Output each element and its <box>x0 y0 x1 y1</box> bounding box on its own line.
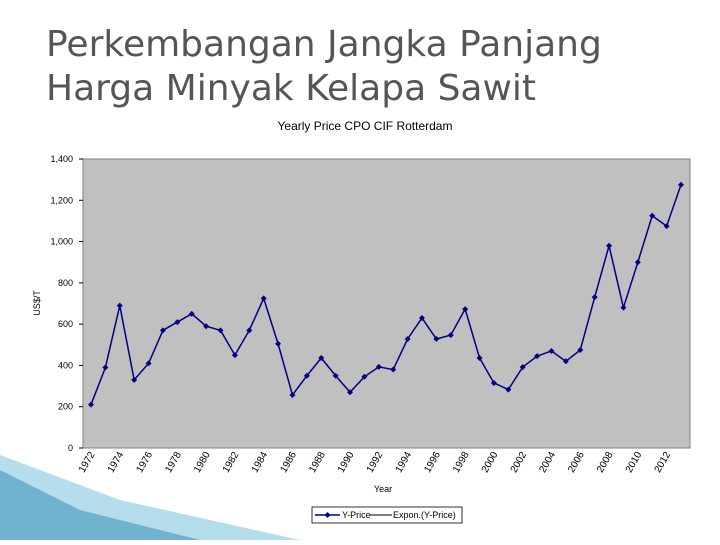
marker <box>490 379 497 386</box>
marker <box>159 327 166 334</box>
marker <box>620 304 627 311</box>
y-tick-label: 1,000 <box>50 237 73 247</box>
marker <box>548 347 555 354</box>
y-tick-label: 200 <box>58 402 73 412</box>
x-tick-label: 1976 <box>135 450 156 475</box>
x-axis-label: Year <box>374 484 392 494</box>
x-tick-label: 1986 <box>278 450 299 475</box>
marker <box>116 302 123 309</box>
chart-title: Yearly Price CPO CIF Rotterdam <box>278 119 453 133</box>
marker <box>433 336 440 343</box>
marker <box>505 386 512 393</box>
marker <box>418 314 425 321</box>
marker <box>390 366 397 373</box>
slide-title: Harga Minyak Kelapa Sawit <box>46 68 536 109</box>
marker <box>347 389 354 396</box>
marker <box>203 323 210 330</box>
marker <box>217 327 224 334</box>
y-axis-label: US$/T <box>32 290 42 316</box>
x-tick-label: 1980 <box>192 450 213 475</box>
marker <box>447 332 454 339</box>
marker <box>678 181 684 188</box>
marker <box>634 259 641 266</box>
x-tick-label: 2008 <box>595 450 616 475</box>
marker <box>145 360 152 367</box>
x-tick-label: 1988 <box>307 450 328 475</box>
x-tick-label: 2010 <box>624 450 645 475</box>
marker <box>231 352 238 359</box>
y-tick-label: 0 <box>68 443 73 453</box>
marker <box>375 363 382 370</box>
marker <box>174 319 181 326</box>
y-tick-label: 400 <box>58 360 73 370</box>
x-tick-label: 1990 <box>336 450 357 475</box>
marker <box>318 354 325 361</box>
plot-area <box>82 158 691 449</box>
marker <box>649 212 656 219</box>
y-tick-label: 1,200 <box>50 195 73 205</box>
x-tick-label: 1984 <box>250 450 271 475</box>
marker <box>289 391 296 398</box>
x-tick-label: 1982 <box>221 450 242 475</box>
marker <box>303 372 310 379</box>
legend-label: Y-Price <box>342 510 371 520</box>
y-tick-label: 600 <box>58 319 73 329</box>
x-tick-label: 1996 <box>422 450 443 475</box>
marker <box>361 373 368 380</box>
y-tick-label: 1,400 <box>50 154 73 164</box>
marker <box>562 358 569 365</box>
marker <box>188 310 195 317</box>
marker <box>476 354 483 361</box>
marker <box>260 295 267 302</box>
x-tick-label: 1974 <box>106 450 127 475</box>
marker <box>591 294 598 301</box>
x-tick-label: 1978 <box>163 450 184 475</box>
x-tick-label: 1998 <box>451 450 472 475</box>
marker <box>606 242 613 249</box>
marker <box>577 346 584 353</box>
x-tick-label: 2000 <box>480 450 501 475</box>
y-tick-label: 800 <box>58 278 73 288</box>
marker <box>88 401 94 408</box>
legend-label: Expon.(Y-Price) <box>393 510 456 520</box>
x-tick-label: 2012 <box>653 450 674 475</box>
legend-marker <box>324 512 331 518</box>
marker <box>519 364 526 371</box>
marker <box>534 353 541 360</box>
x-tick-label: 2002 <box>509 450 530 475</box>
x-tick-label: 1992 <box>365 450 386 475</box>
marker <box>131 376 138 383</box>
x-tick-label: 1972 <box>77 450 98 475</box>
x-tick-label: 2006 <box>566 450 587 475</box>
x-tick-label: 1994 <box>394 450 415 475</box>
marker <box>663 223 670 230</box>
marker <box>275 340 282 347</box>
marker <box>102 364 109 371</box>
marker <box>332 372 339 379</box>
decor <box>0 470 200 540</box>
slide-title: Perkembangan Jangka Panjang <box>46 24 602 65</box>
line <box>90 184 682 405</box>
marker <box>404 336 411 343</box>
marker <box>246 327 253 334</box>
marker <box>462 306 469 313</box>
decor <box>0 455 300 540</box>
x-tick-label: 2004 <box>537 450 558 475</box>
